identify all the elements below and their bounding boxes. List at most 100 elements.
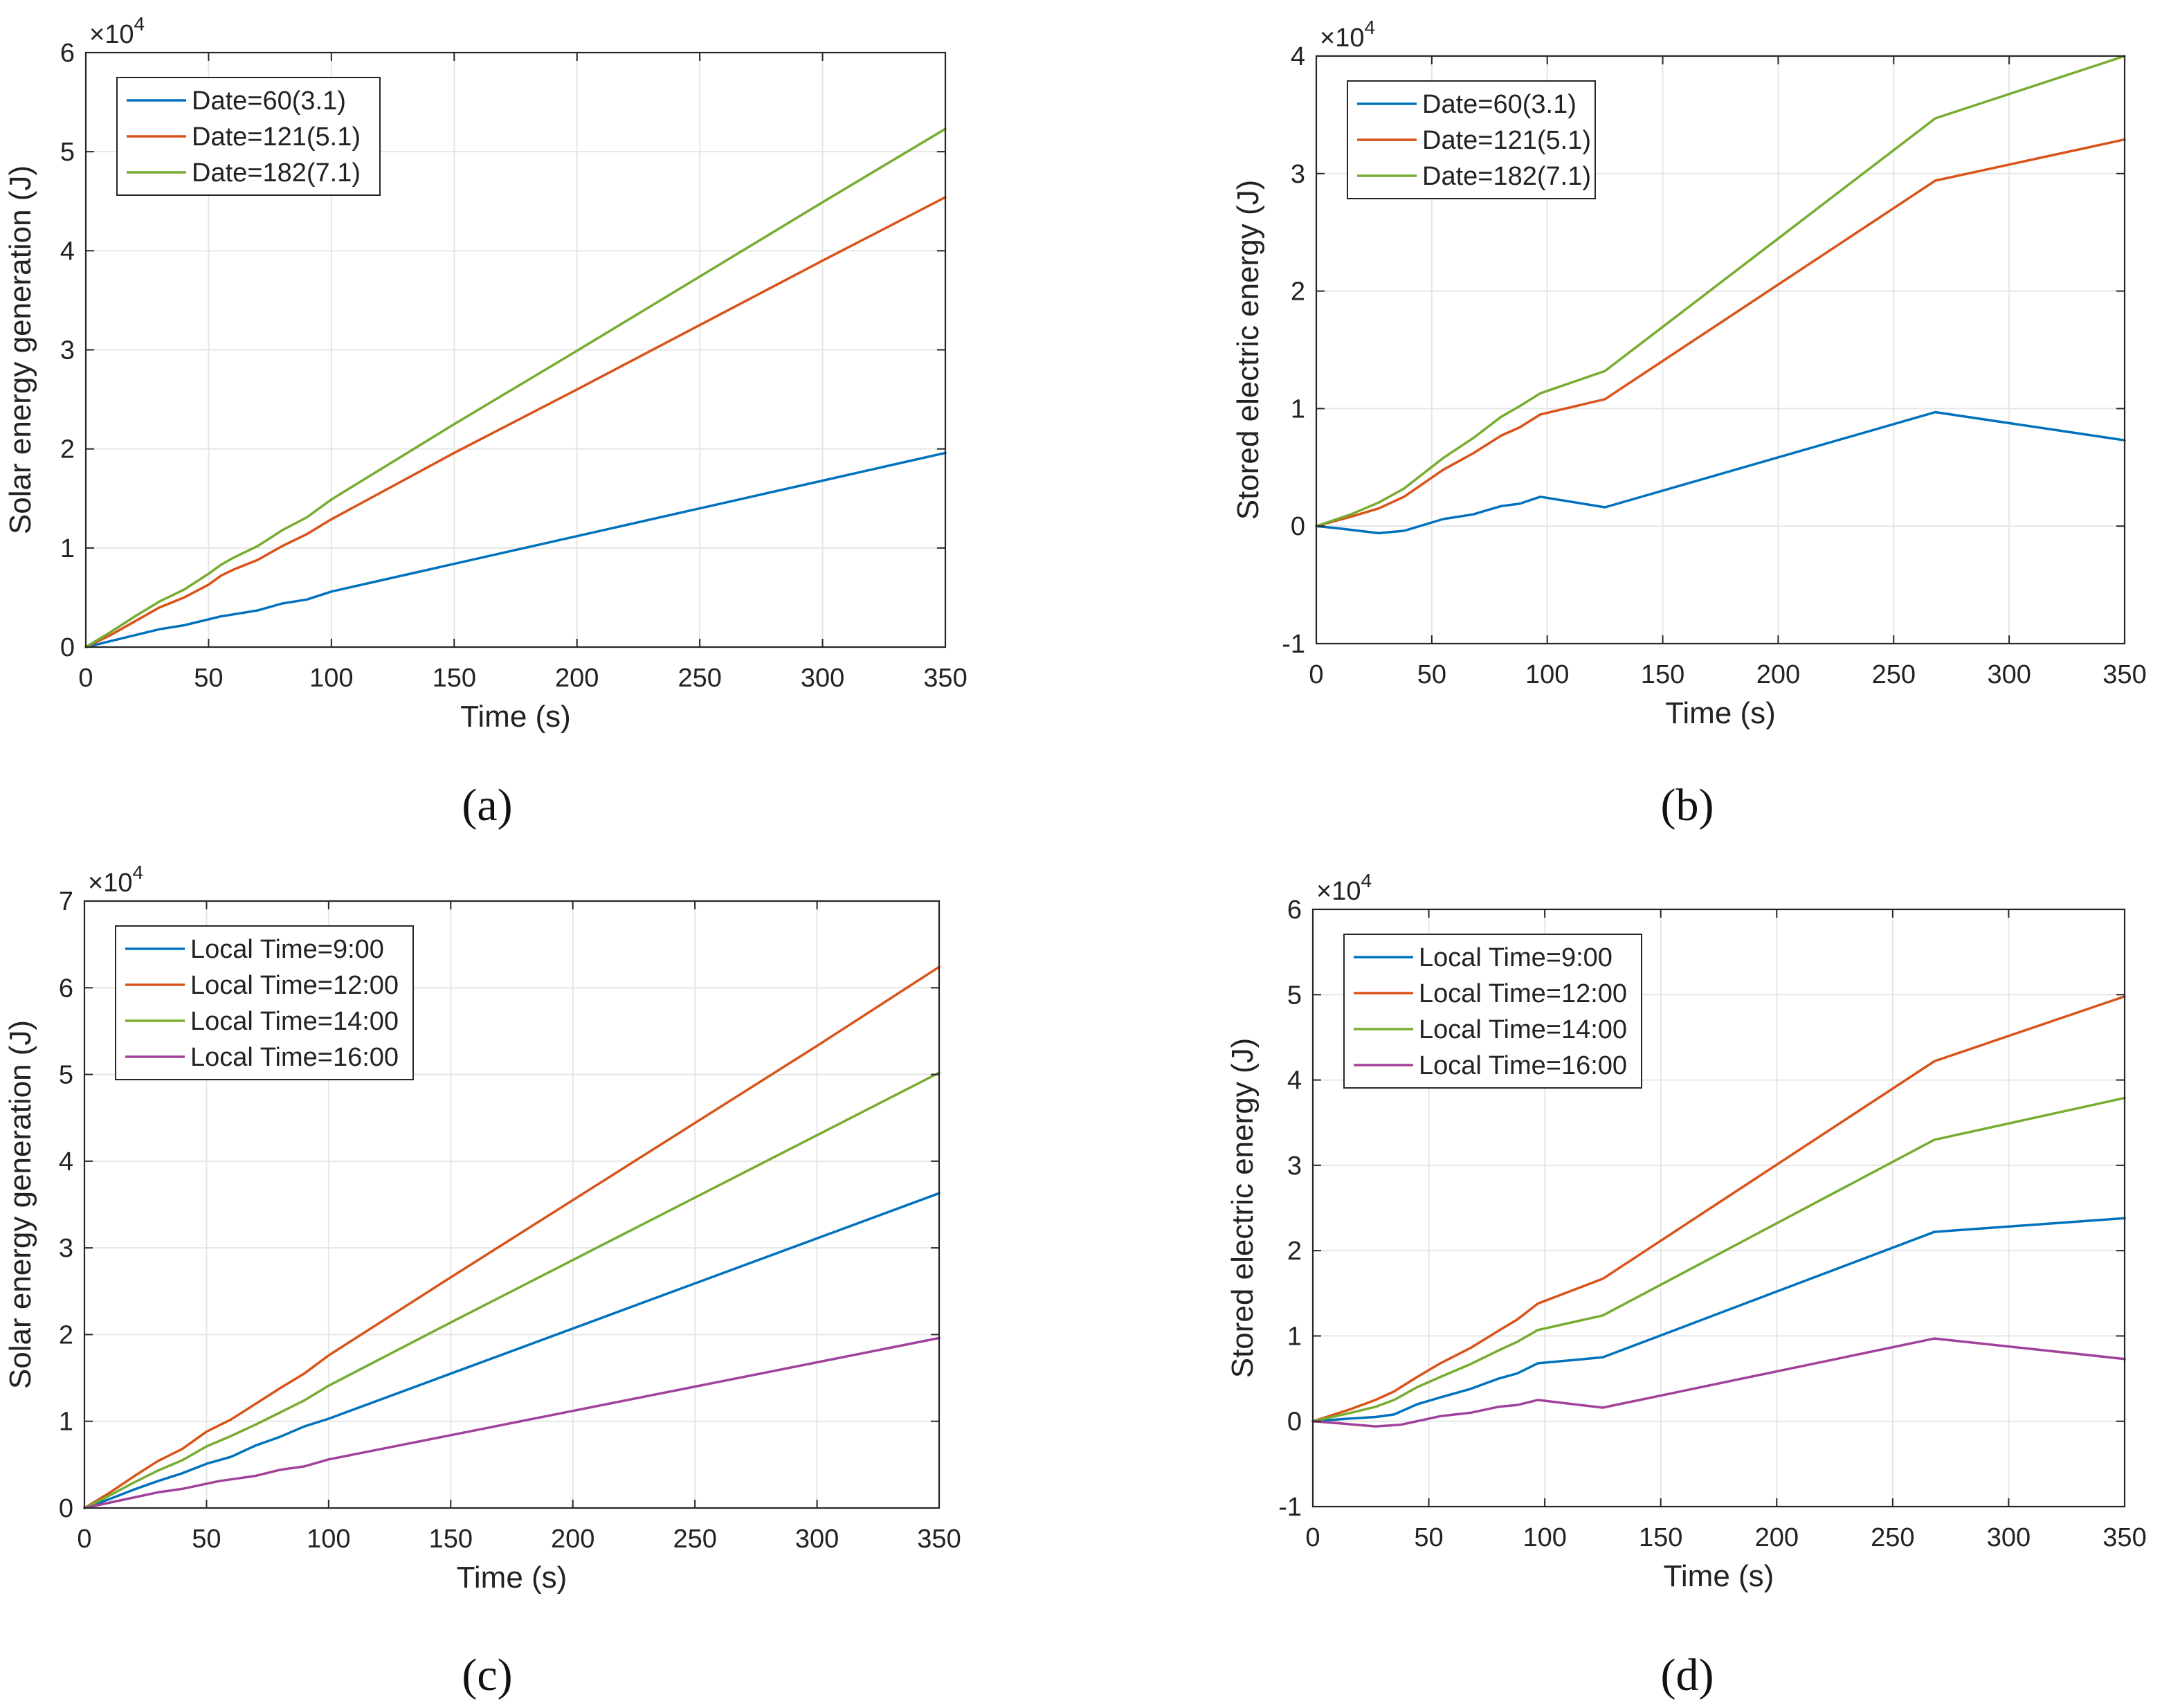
y-tick-label: 1 (1287, 1322, 1302, 1351)
y-tick-label: 4 (60, 237, 75, 266)
axes-frame (1315, 55, 2126, 645)
panel-caption: (a) (462, 780, 512, 830)
x-axis-label: Time (s) (1664, 1559, 1774, 1593)
x-tick-label: 300 (795, 1525, 839, 1554)
x-tick-label: 50 (192, 1525, 221, 1554)
legend: Date=60(3.1) Date=121(5.1) Date=182(7.1) (1347, 80, 1596, 199)
legend: Date=60(3.1) Date=121(5.1) Date=182(7.1) (116, 77, 381, 196)
series-line-3 (1315, 55, 2126, 527)
y-tick-label: 3 (60, 336, 75, 365)
x-tick-label: 200 (1755, 1523, 1799, 1552)
series-line-2 (83, 965, 941, 1509)
y-tick-label: -1 (1278, 1493, 1302, 1522)
y-tick-label: 2 (59, 1320, 73, 1350)
chart-panel-3: 0 50 100 150 200 250 300 350 0 1 2 3 4 5 6 7 ×104 Time (s… (3, 862, 961, 1700)
y-tick-label: 6 (60, 39, 75, 68)
panel-caption: (c) (462, 1650, 512, 1700)
x-tick-label: 50 (1414, 1523, 1443, 1552)
x-tick-label: 250 (678, 664, 721, 693)
x-tick-label: 150 (429, 1525, 473, 1554)
x-tick-label: 150 (1641, 660, 1684, 689)
x-axis-label: Time (s) (457, 1561, 567, 1595)
panel-caption: (b) (1661, 780, 1714, 830)
series-line-1 (83, 1192, 941, 1509)
legend: Local Time=9:00 Local Time=12:00 Local Tim… (1343, 934, 1642, 1089)
y-tick-label: 2 (1291, 278, 1305, 307)
panel-caption: (d) (1661, 1650, 1714, 1700)
y-tick-label: 3 (59, 1234, 73, 1263)
legend-label-2: Date=121(5.1) (1422, 126, 1591, 155)
series-line-1 (1315, 410, 2126, 535)
y-tick-label: 1 (60, 534, 75, 563)
legend-label-1: Local Time=9:00 (1419, 943, 1613, 972)
y-tick-label: 6 (1287, 896, 1302, 925)
x-tick-label: 100 (1523, 1523, 1566, 1552)
axes-frame (1311, 908, 2126, 1508)
x-tick-label: 350 (923, 664, 967, 693)
y-tick-label: 0 (1291, 512, 1305, 541)
y-tick-label: 0 (59, 1494, 73, 1523)
x-tick-label: 100 (1525, 660, 1569, 689)
y-axis-label: Stored electric energy (J) (1231, 180, 1265, 520)
series-line-1 (1311, 1217, 2126, 1423)
series-line-3 (1311, 1096, 2126, 1423)
y-tick-label: 4 (1291, 42, 1305, 71)
y-tick-label: 5 (1287, 981, 1302, 1010)
series-line-3 (83, 1071, 941, 1509)
x-tick-label: 100 (307, 1525, 350, 1554)
x-tick-label: 200 (551, 1525, 594, 1554)
y-tick-label: 4 (1287, 1066, 1302, 1096)
y-tick-label: -1 (1282, 630, 1305, 659)
x-tick-label: 350 (2102, 1523, 2146, 1552)
legend-label-3: Local Time=14:00 (190, 1007, 399, 1036)
legend-box (115, 925, 414, 1080)
y-tick-label: 3 (1291, 160, 1305, 189)
legend-label-2: Local Time=12:00 (190, 971, 399, 1000)
y-tick-label: 0 (60, 633, 75, 662)
legend-label-2: Date=121(5.1) (192, 122, 361, 152)
x-tick-label: 0 (1309, 660, 1323, 689)
y-tick-label: 7 (59, 887, 73, 916)
y-axis-label: Solar energy generation (J) (3, 1020, 37, 1389)
legend-box (1343, 934, 1642, 1089)
series-line-4 (1311, 1337, 2126, 1428)
series-line-4 (83, 1336, 941, 1509)
legend-label-2: Local Time=12:00 (1419, 979, 1627, 1008)
series-line-1 (84, 451, 947, 648)
x-tick-label: 100 (309, 664, 353, 693)
series-line-3 (84, 127, 947, 648)
x-tick-label: 150 (1639, 1523, 1682, 1552)
x-tick-label: 200 (1756, 660, 1800, 689)
x-tick-label: 50 (194, 664, 223, 693)
x-tick-label: 0 (77, 1525, 91, 1554)
y-exponent-label: ×104 (1316, 870, 1372, 906)
x-tick-label: 150 (433, 664, 476, 693)
legend-label-3: Local Time=14:00 (1419, 1015, 1627, 1044)
y-tick-label: 6 (59, 974, 73, 1003)
series-line-2 (1315, 138, 2126, 527)
legend-label-3: Date=182(7.1) (192, 158, 361, 188)
x-tick-label: 350 (917, 1525, 961, 1554)
x-tick-label: 300 (801, 664, 844, 693)
y-axis-label: Stored electric energy (J) (1226, 1038, 1260, 1379)
y-tick-label: 2 (60, 435, 75, 464)
chart-panel-1: 0 50 100 150 200 250 300 350 0 1 2 3 4 5 6 ×104 Time (s)… (3, 13, 968, 830)
legend-label-1: Local Time=9:00 (190, 935, 384, 964)
x-axis-label: Time (s) (460, 700, 571, 734)
legend-label-1: Date=60(3.1) (192, 87, 346, 116)
legend-label-4: Local Time=16:00 (190, 1043, 399, 1072)
legend-label-3: Date=182(7.1) (1422, 162, 1591, 191)
x-tick-label: 250 (1872, 660, 1916, 689)
x-tick-label: 300 (1987, 660, 2031, 689)
x-tick-label: 0 (78, 664, 93, 693)
axes-frame (83, 900, 941, 1509)
x-axis-label: Time (s) (1665, 696, 1776, 730)
legend-label-1: Date=60(3.1) (1422, 90, 1577, 119)
y-exponent-label: ×104 (89, 13, 145, 49)
y-tick-label: 5 (60, 138, 75, 167)
x-tick-label: 350 (2102, 660, 2146, 689)
y-tick-label: 1 (59, 1408, 73, 1437)
x-tick-label: 250 (1871, 1523, 1914, 1552)
